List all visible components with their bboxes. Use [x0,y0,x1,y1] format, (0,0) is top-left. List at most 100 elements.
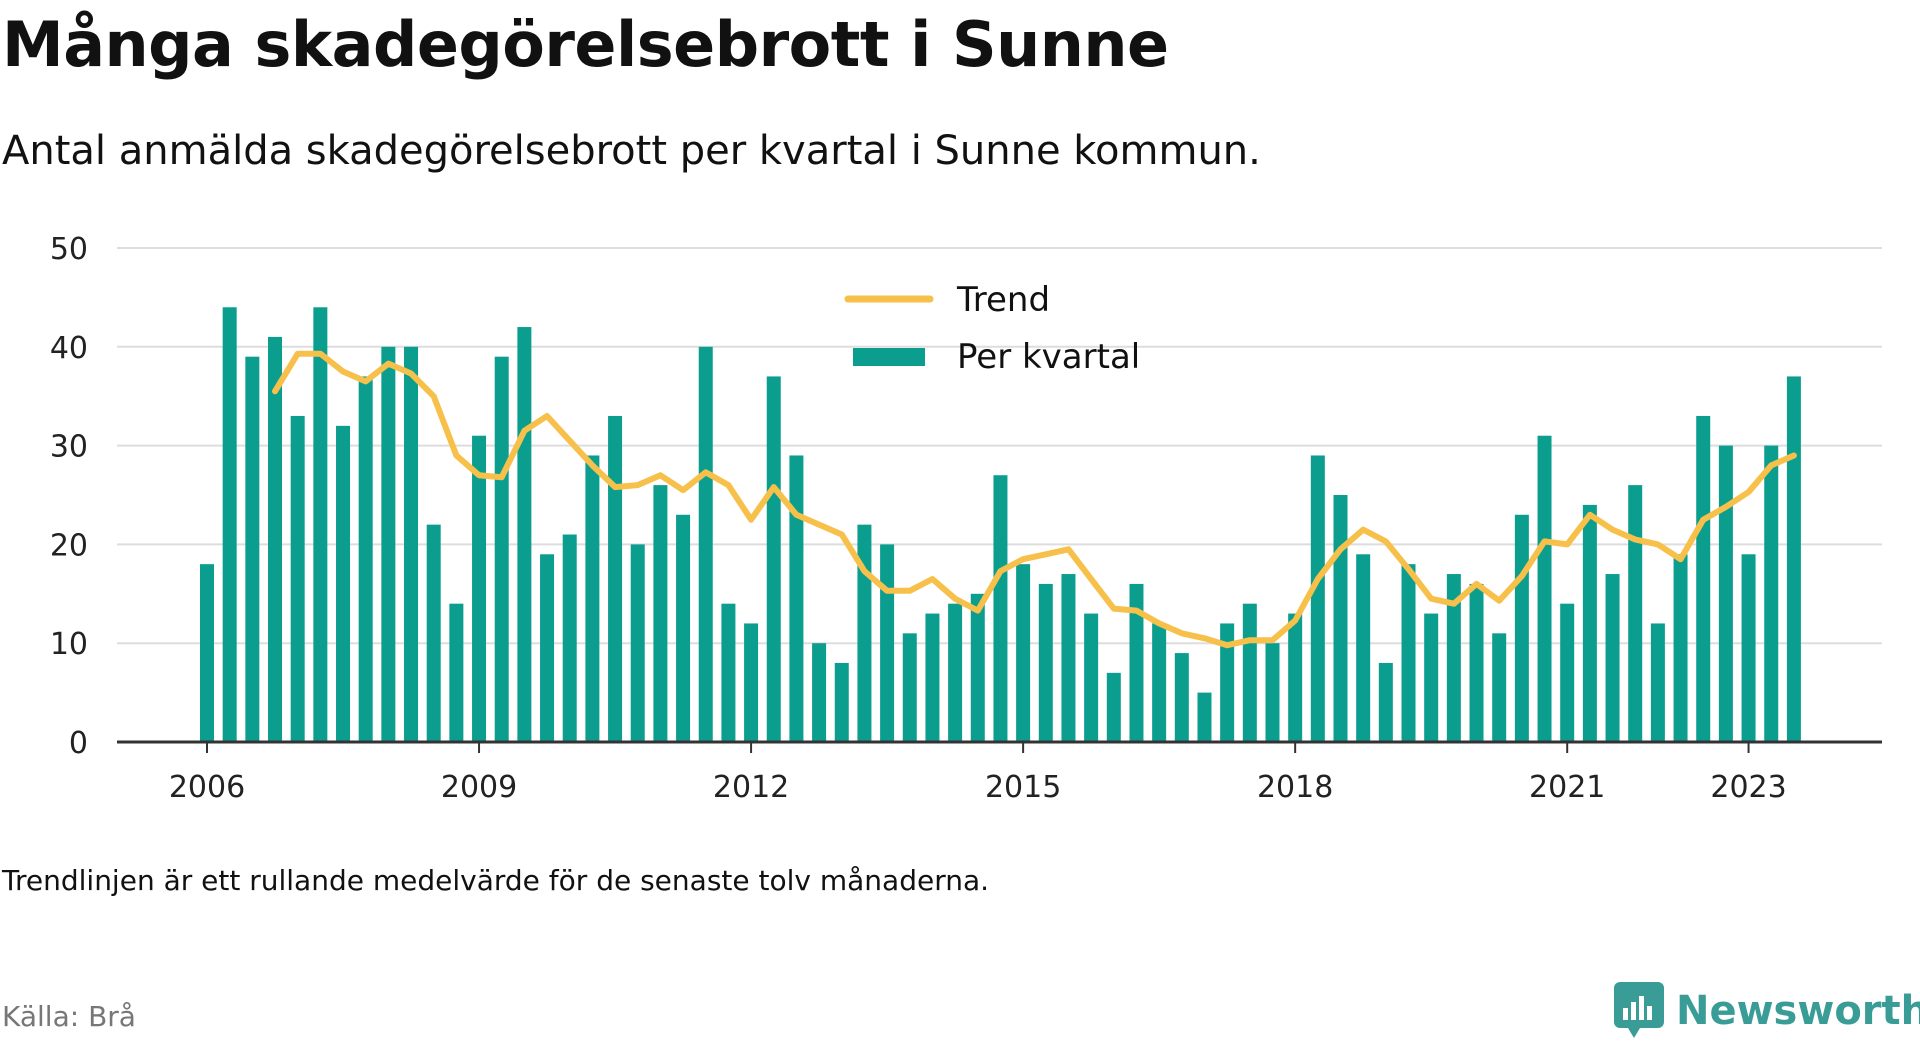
bar [1356,554,1371,742]
bar [313,307,328,742]
bar [336,425,351,742]
bar [1492,633,1507,742]
brand[interactable]: Newsworthy [1614,980,1920,1042]
bar [426,524,441,742]
bar [1673,554,1688,742]
bar [1152,623,1167,742]
bar [245,356,260,742]
x-tick-label: 2023 [1710,770,1786,805]
bar [902,633,917,742]
bar [744,623,759,742]
newsworthy-logo-icon [1614,982,1664,1038]
brand-name: Newsworthy [1676,988,1920,1034]
y-tick-label: 20 [50,528,88,563]
bar [358,376,373,742]
legend-bar-label: Per kvartal [957,337,1140,377]
x-tick-label: 2018 [1257,770,1333,805]
legend-trend-label: Trend [956,280,1050,320]
bar [698,346,713,742]
bar [1084,613,1099,742]
bar [608,415,623,742]
footnote: Trendlinjen är ett rullande medelvärde f… [2,864,990,897]
bar [222,307,237,742]
bar [1741,554,1756,742]
bar [472,435,487,742]
bar [1401,564,1416,742]
bar [970,593,985,742]
bar [449,603,464,742]
bar [834,662,849,742]
bar [1265,643,1280,742]
y-tick-label: 0 [69,726,88,761]
bar [404,346,419,742]
x-tick-label: 2006 [169,770,245,805]
bar [268,336,283,742]
bar [925,613,940,742]
bar [1310,455,1325,742]
source-label: Källa: Brå [2,1000,136,1033]
bar [517,327,532,742]
bar [1628,485,1643,742]
bar [1718,445,1733,742]
bar [1424,613,1439,742]
legend: Trend Per kvartal [844,280,1140,377]
bar [1537,435,1552,742]
bar [1038,583,1053,742]
bar [1061,574,1076,742]
bars [200,307,1801,742]
legend-bar-swatch [853,348,925,366]
bar [880,544,895,742]
bar [857,524,872,742]
bar [1786,376,1801,742]
chart-title: Många skadegörelsebrott i Sunne [2,8,1169,81]
bar [1378,662,1393,742]
bar [789,455,804,742]
bar [1333,495,1348,742]
trend-line-group [272,350,1797,649]
bar [1514,514,1529,742]
bar [585,455,600,742]
bar [1696,415,1711,742]
y-tick-label: 50 [50,232,88,267]
bar [1469,583,1484,742]
bar [1560,603,1575,742]
x-tick-label: 2015 [985,770,1061,805]
bar [562,534,577,742]
bar [630,544,645,742]
y-tick-label: 10 [50,627,88,662]
bar [1288,613,1303,742]
y-tick-label: 30 [50,430,88,465]
bar [1650,623,1665,742]
chart-subtitle: Antal anmälda skadegörelsebrott per kvar… [2,128,1261,174]
bar [653,485,668,742]
bar [494,356,509,742]
x-tick-label: 2009 [441,770,517,805]
trend-line [272,350,1797,649]
bar [1016,564,1031,742]
bar [200,564,214,742]
bar [290,415,305,742]
bar [1446,574,1461,742]
bar [812,643,827,742]
axes: 0 10 20 30 40 50 2006 2009 2012 2015 2018 2021 2023 [50,232,1882,805]
bar [1220,623,1235,742]
bar [948,603,963,742]
bar [1106,672,1121,742]
bar [766,376,781,742]
bar [676,514,691,742]
bar [1764,445,1779,742]
bar [1129,583,1144,742]
bar [1174,653,1189,742]
bar [540,554,555,742]
x-tick-label: 2012 [713,770,789,805]
y-tick-label: 40 [50,331,88,366]
bar [1605,574,1620,742]
x-tick-label: 2021 [1529,770,1605,805]
bar [993,475,1008,742]
bar [1242,603,1257,742]
bar [381,346,396,742]
bar [1197,692,1212,742]
bar [1582,504,1597,742]
bar [721,603,736,742]
